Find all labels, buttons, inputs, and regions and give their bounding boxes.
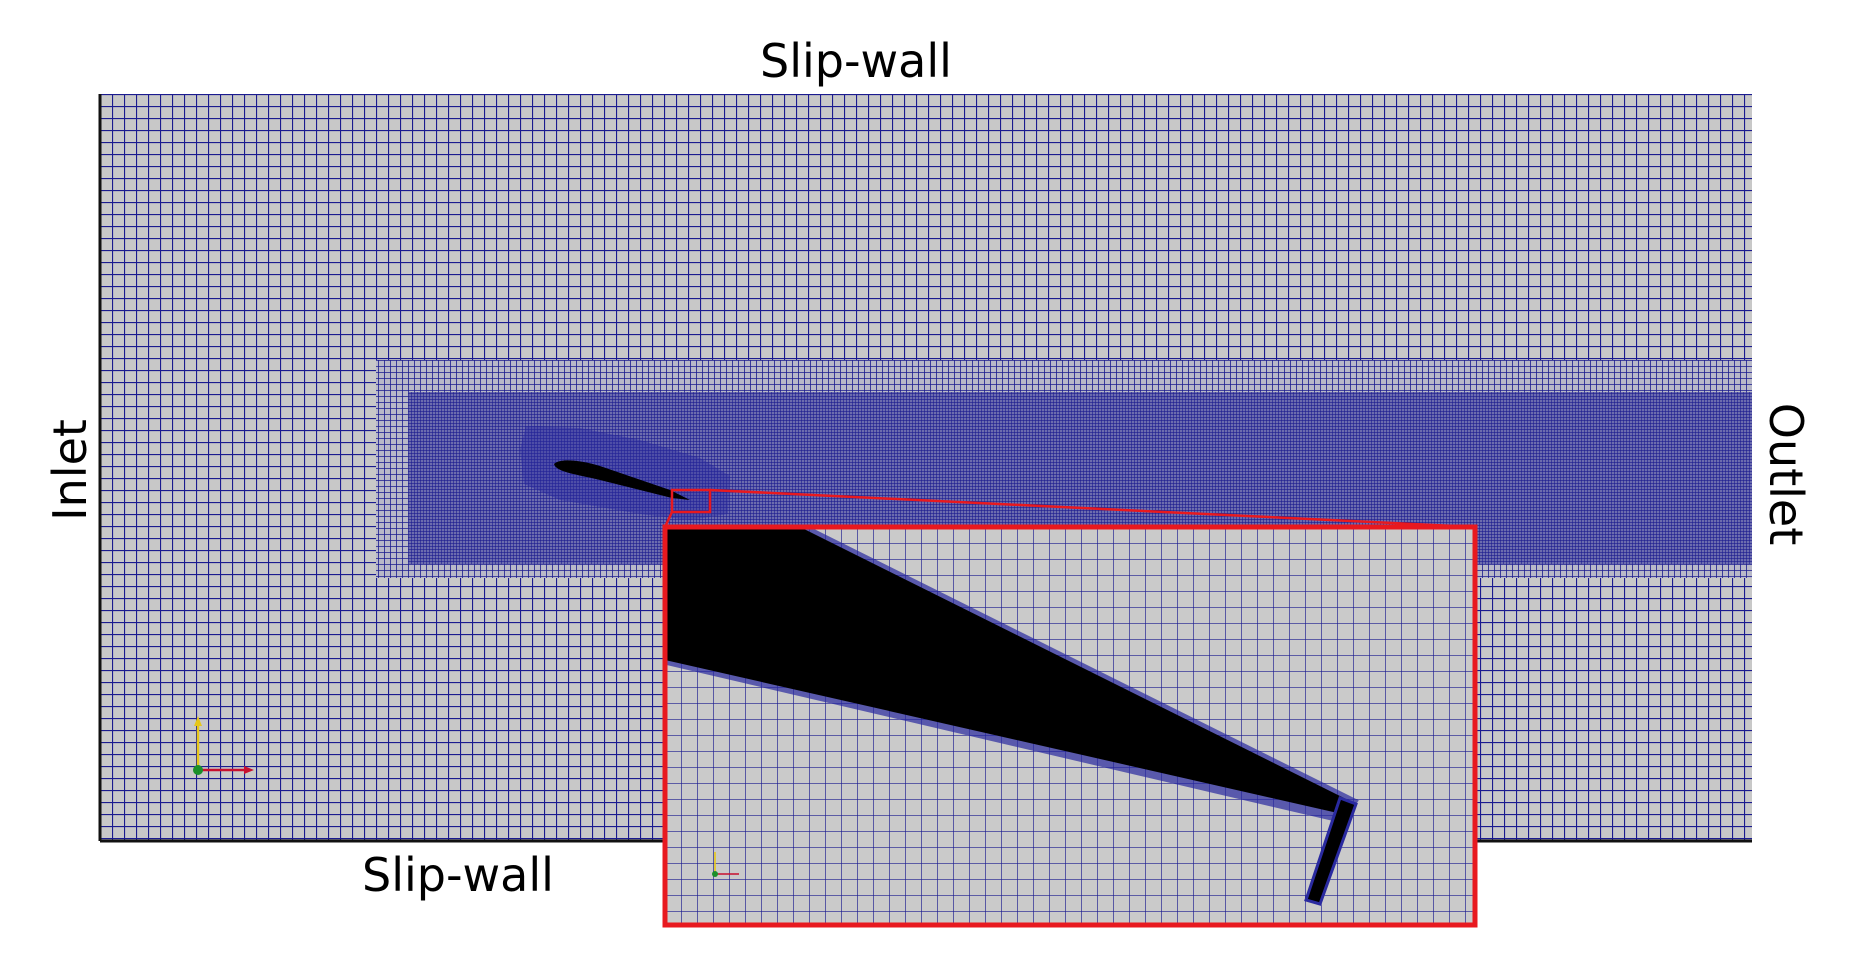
axes-triad-icon (712, 852, 739, 877)
top-boundary-label: Slip-wall (760, 34, 952, 88)
axes-triad-icon (193, 716, 254, 775)
airfoil (554, 460, 690, 500)
outlet-label: Outlet (1759, 402, 1813, 546)
mesh-domain (98, 94, 1752, 843)
trailing-edge-flap (1304, 796, 1358, 906)
zoom-inset (662, 524, 1478, 928)
inlet-label: Inlet (43, 419, 97, 521)
inset-frame (662, 524, 1478, 928)
bottom-boundary-label: Slip-wall (362, 848, 554, 902)
zoom-source-box (670, 488, 712, 514)
zoom-connector-line (709, 488, 1476, 529)
zoom-indicator (663, 488, 1476, 529)
airfoil-trailing-edge (665, 527, 1352, 814)
